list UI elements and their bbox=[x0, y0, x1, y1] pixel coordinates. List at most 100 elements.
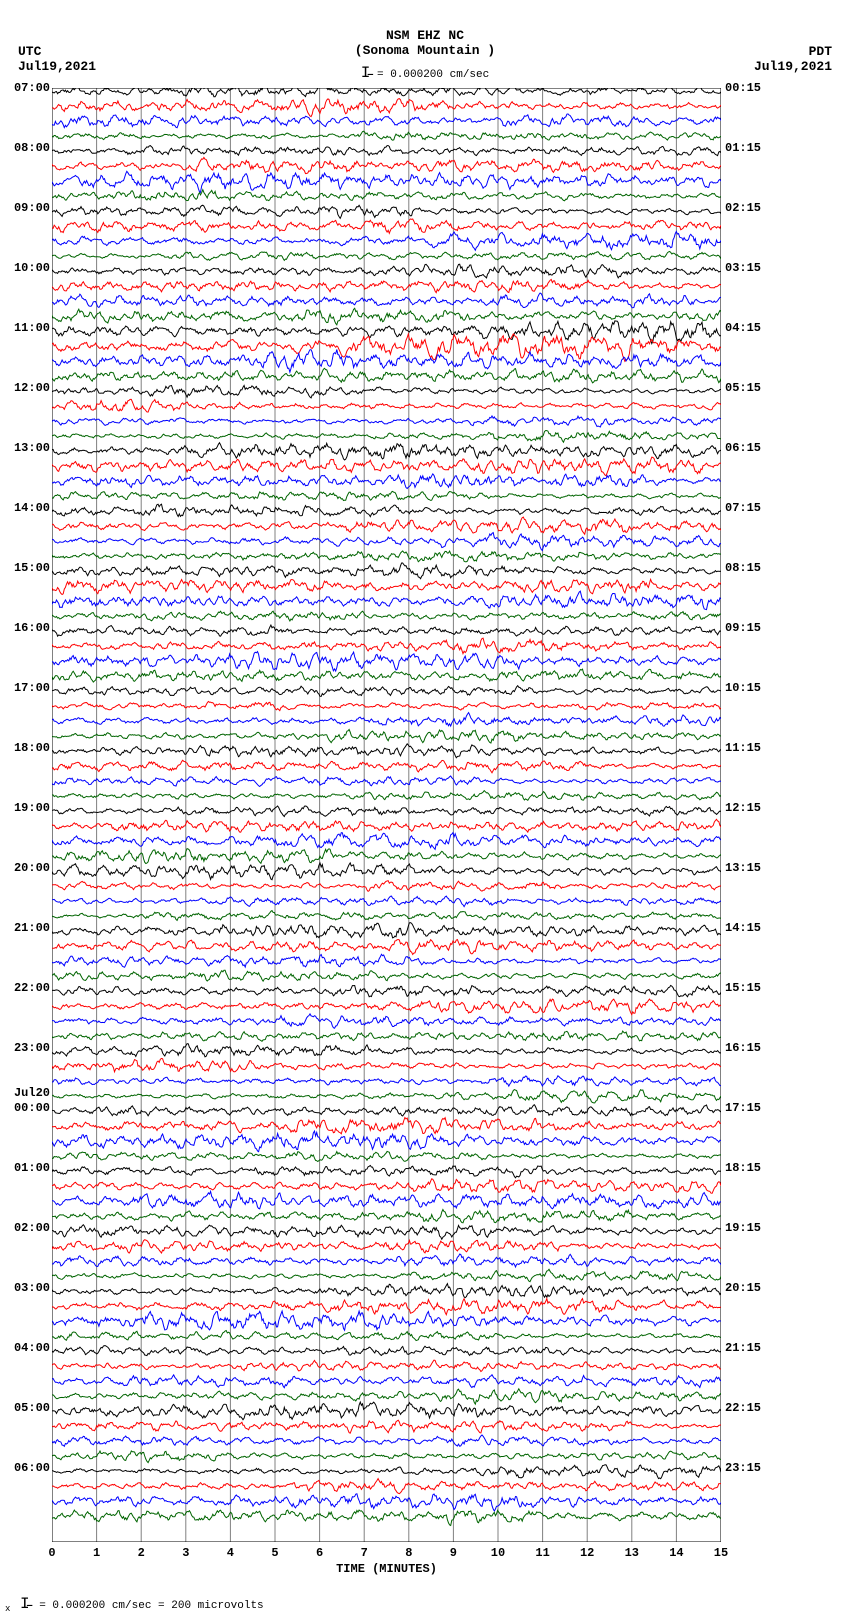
pdt-hour-label: 21:15 bbox=[725, 1341, 761, 1355]
x-tick-label: 6 bbox=[316, 1546, 323, 1560]
seismic-trace bbox=[52, 652, 721, 672]
seismic-trace bbox=[52, 1166, 721, 1178]
utc-hour-label: 23:00 bbox=[14, 1041, 50, 1055]
seismic-trace bbox=[52, 190, 721, 201]
pdt-hour-label: 05:15 bbox=[725, 381, 761, 395]
seismic-trace bbox=[52, 579, 721, 594]
x-tick-label: 8 bbox=[405, 1546, 412, 1560]
seismic-trace bbox=[52, 1510, 721, 1526]
utc-hour-label: 00:00 bbox=[14, 1101, 50, 1115]
pdt-hour-label: 14:15 bbox=[725, 921, 761, 935]
seismic-trace bbox=[52, 279, 721, 292]
seismic-trace bbox=[52, 806, 721, 817]
seismic-trace bbox=[52, 158, 721, 174]
x-axis: TIME (MINUTES) 0123456789101112131415 bbox=[52, 1544, 721, 1584]
pdt-hour-label: 22:15 bbox=[725, 1401, 761, 1415]
utc-hour-label: 09:00 bbox=[14, 201, 50, 215]
utc-hour-label: 04:00 bbox=[14, 1341, 50, 1355]
utc-hour-label: 08:00 bbox=[14, 141, 50, 155]
utc-hour-label: 05:00 bbox=[14, 1401, 50, 1415]
pdt-hour-label: 09:15 bbox=[725, 621, 761, 635]
utc-hour-label: 20:00 bbox=[14, 861, 50, 875]
pdt-hour-label: 23:15 bbox=[725, 1461, 761, 1475]
scale-text: = 0.000200 cm/sec bbox=[377, 69, 489, 81]
utc-hour-label: 19:00 bbox=[14, 801, 50, 815]
seismic-trace bbox=[52, 1191, 721, 1208]
seismic-trace bbox=[52, 591, 721, 609]
seismic-trace bbox=[52, 308, 721, 325]
seismic-trace bbox=[52, 819, 721, 832]
seismic-trace bbox=[52, 1210, 721, 1223]
pdt-hour-label: 07:15 bbox=[725, 501, 761, 515]
seismic-trace bbox=[52, 1105, 721, 1116]
seismic-trace bbox=[52, 443, 721, 460]
seismic-trace bbox=[52, 491, 721, 500]
station-location: (Sonoma Mountain ) bbox=[0, 43, 850, 58]
seismic-trace bbox=[52, 350, 721, 373]
seismic-trace bbox=[52, 533, 721, 551]
pdt-hour-label: 18:15 bbox=[725, 1161, 761, 1175]
seismic-trace bbox=[52, 416, 721, 427]
x-tick-label: 2 bbox=[138, 1546, 145, 1560]
helicorder-plot bbox=[52, 88, 721, 1542]
pdt-hour-label: 02:15 bbox=[725, 201, 761, 215]
seismic-trace bbox=[52, 1131, 721, 1152]
scale-indicator: I̵ = 0.000200 cm/sec bbox=[0, 64, 850, 82]
day-change-label: Jul20 bbox=[14, 1086, 50, 1100]
header: NSM EHZ NC (Sonoma Mountain ) I̵ = 0.000… bbox=[0, 0, 850, 82]
pdt-hour-labels: 00:1501:1502:1503:1504:1505:1506:1507:15… bbox=[723, 88, 783, 1542]
x-tick-label: 9 bbox=[450, 1546, 457, 1560]
seismic-trace bbox=[52, 760, 721, 773]
seismic-trace bbox=[52, 923, 721, 938]
pdt-hour-label: 17:15 bbox=[725, 1101, 761, 1115]
pdt-hour-label: 11:15 bbox=[725, 741, 761, 755]
seismic-trace bbox=[52, 1479, 721, 1494]
seismic-trace bbox=[52, 1420, 721, 1433]
seismic-trace bbox=[52, 1311, 721, 1330]
seismic-trace bbox=[52, 970, 721, 981]
seismic-trace bbox=[52, 881, 721, 892]
seismic-trace bbox=[52, 1284, 721, 1298]
seismic-trace bbox=[52, 1118, 721, 1134]
utc-hour-label: 14:00 bbox=[14, 501, 50, 515]
seismic-trace bbox=[52, 669, 721, 682]
seismic-trace bbox=[52, 1031, 721, 1041]
seismic-trace bbox=[52, 1299, 721, 1315]
seismic-trace bbox=[52, 457, 721, 476]
x-axis-title: TIME (MINUTES) bbox=[336, 1562, 437, 1576]
x-tick-label: 14 bbox=[669, 1546, 683, 1560]
seismic-trace bbox=[52, 1058, 721, 1071]
utc-hour-label: 02:00 bbox=[14, 1221, 50, 1235]
seismic-trace bbox=[52, 219, 721, 233]
pdt-hour-label: 08:15 bbox=[725, 561, 761, 575]
seismic-trace bbox=[52, 999, 721, 1015]
seismic-trace bbox=[52, 474, 721, 489]
seismic-trace bbox=[52, 1465, 721, 1479]
seismic-trace bbox=[52, 517, 721, 534]
seismic-trace bbox=[52, 638, 721, 654]
seismic-trace bbox=[52, 730, 721, 744]
utc-hour-label: 11:00 bbox=[14, 321, 50, 335]
utc-hour-label: 12:00 bbox=[14, 381, 50, 395]
seismic-trace bbox=[52, 849, 721, 864]
footer-scale: x I̵ = 0.000200 cm/sec = 200 microvolts bbox=[5, 1595, 264, 1614]
seismic-trace bbox=[52, 1269, 721, 1281]
seismic-trace bbox=[52, 205, 721, 218]
seismic-trace bbox=[52, 1179, 721, 1194]
seismic-trace bbox=[52, 334, 721, 361]
seismic-trace bbox=[52, 293, 721, 308]
seismic-trace bbox=[52, 99, 721, 117]
seismic-trace bbox=[52, 611, 721, 621]
seismic-trace bbox=[52, 954, 721, 967]
timezone-left: UTC bbox=[18, 44, 41, 59]
x-tick-label: 11 bbox=[535, 1546, 549, 1560]
x-tick-label: 5 bbox=[271, 1546, 278, 1560]
seismic-trace bbox=[52, 321, 721, 344]
utc-hour-label: 01:00 bbox=[14, 1161, 50, 1175]
seismic-trace bbox=[52, 1346, 721, 1356]
seismic-trace bbox=[52, 863, 721, 880]
pdt-hour-label: 06:15 bbox=[725, 441, 761, 455]
pdt-hour-label: 00:15 bbox=[725, 81, 761, 95]
seismic-trace bbox=[52, 1014, 721, 1028]
x-tick-label: 13 bbox=[625, 1546, 639, 1560]
